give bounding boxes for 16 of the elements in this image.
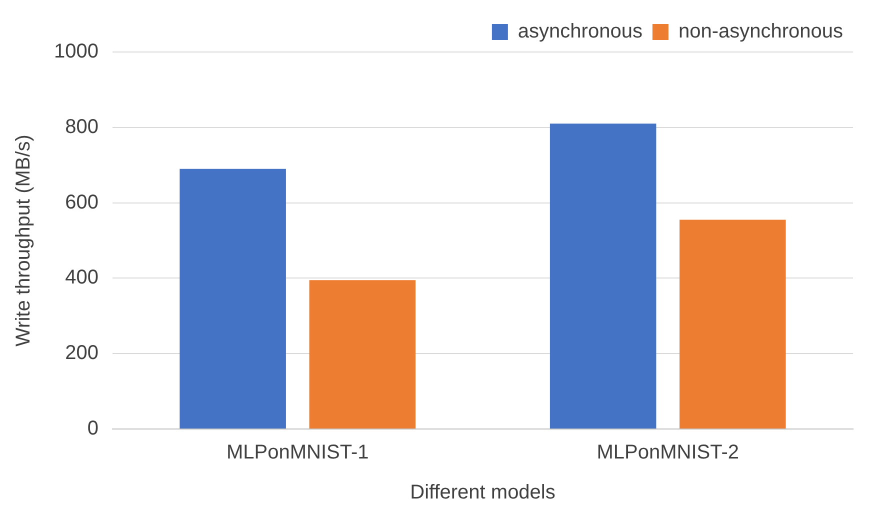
y-tick-label: 200 (65, 342, 98, 364)
y-tick-label: 800 (65, 116, 98, 138)
y-tick-label: 0 (87, 418, 98, 440)
y-axis-title: Write throughput (MB/s) (12, 134, 35, 346)
bar (180, 168, 286, 428)
bar (309, 280, 416, 428)
x-axis-title: Different models (410, 482, 556, 504)
y-tick-label: 1000 (54, 40, 98, 63)
x-tick-label: MLPonMNIST-2 (596, 442, 740, 464)
bar (550, 124, 656, 428)
y-tick-label: 600 (65, 191, 98, 214)
bar (680, 220, 786, 428)
legend-label: asynchronous (518, 20, 642, 43)
legend-label: non-asynchronous (678, 20, 844, 43)
y-tick-label: 400 (65, 266, 98, 289)
x-tick-label: MLPonMNIST-1 (226, 442, 369, 464)
